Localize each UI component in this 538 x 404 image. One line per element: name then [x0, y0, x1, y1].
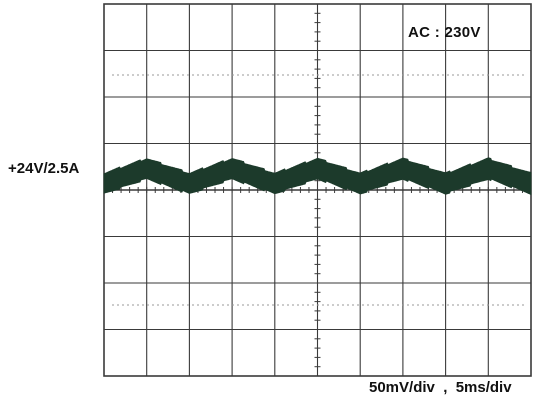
input-voltage-label: AC : 230V — [408, 24, 481, 41]
scale-label: 50mV/div , 5ms/div — [369, 379, 512, 396]
graticule — [103, 3, 532, 377]
ripple-trace — [103, 157, 532, 196]
channel-label: +24V/2.5A — [8, 160, 80, 177]
ripple-band — [103, 157, 532, 196]
